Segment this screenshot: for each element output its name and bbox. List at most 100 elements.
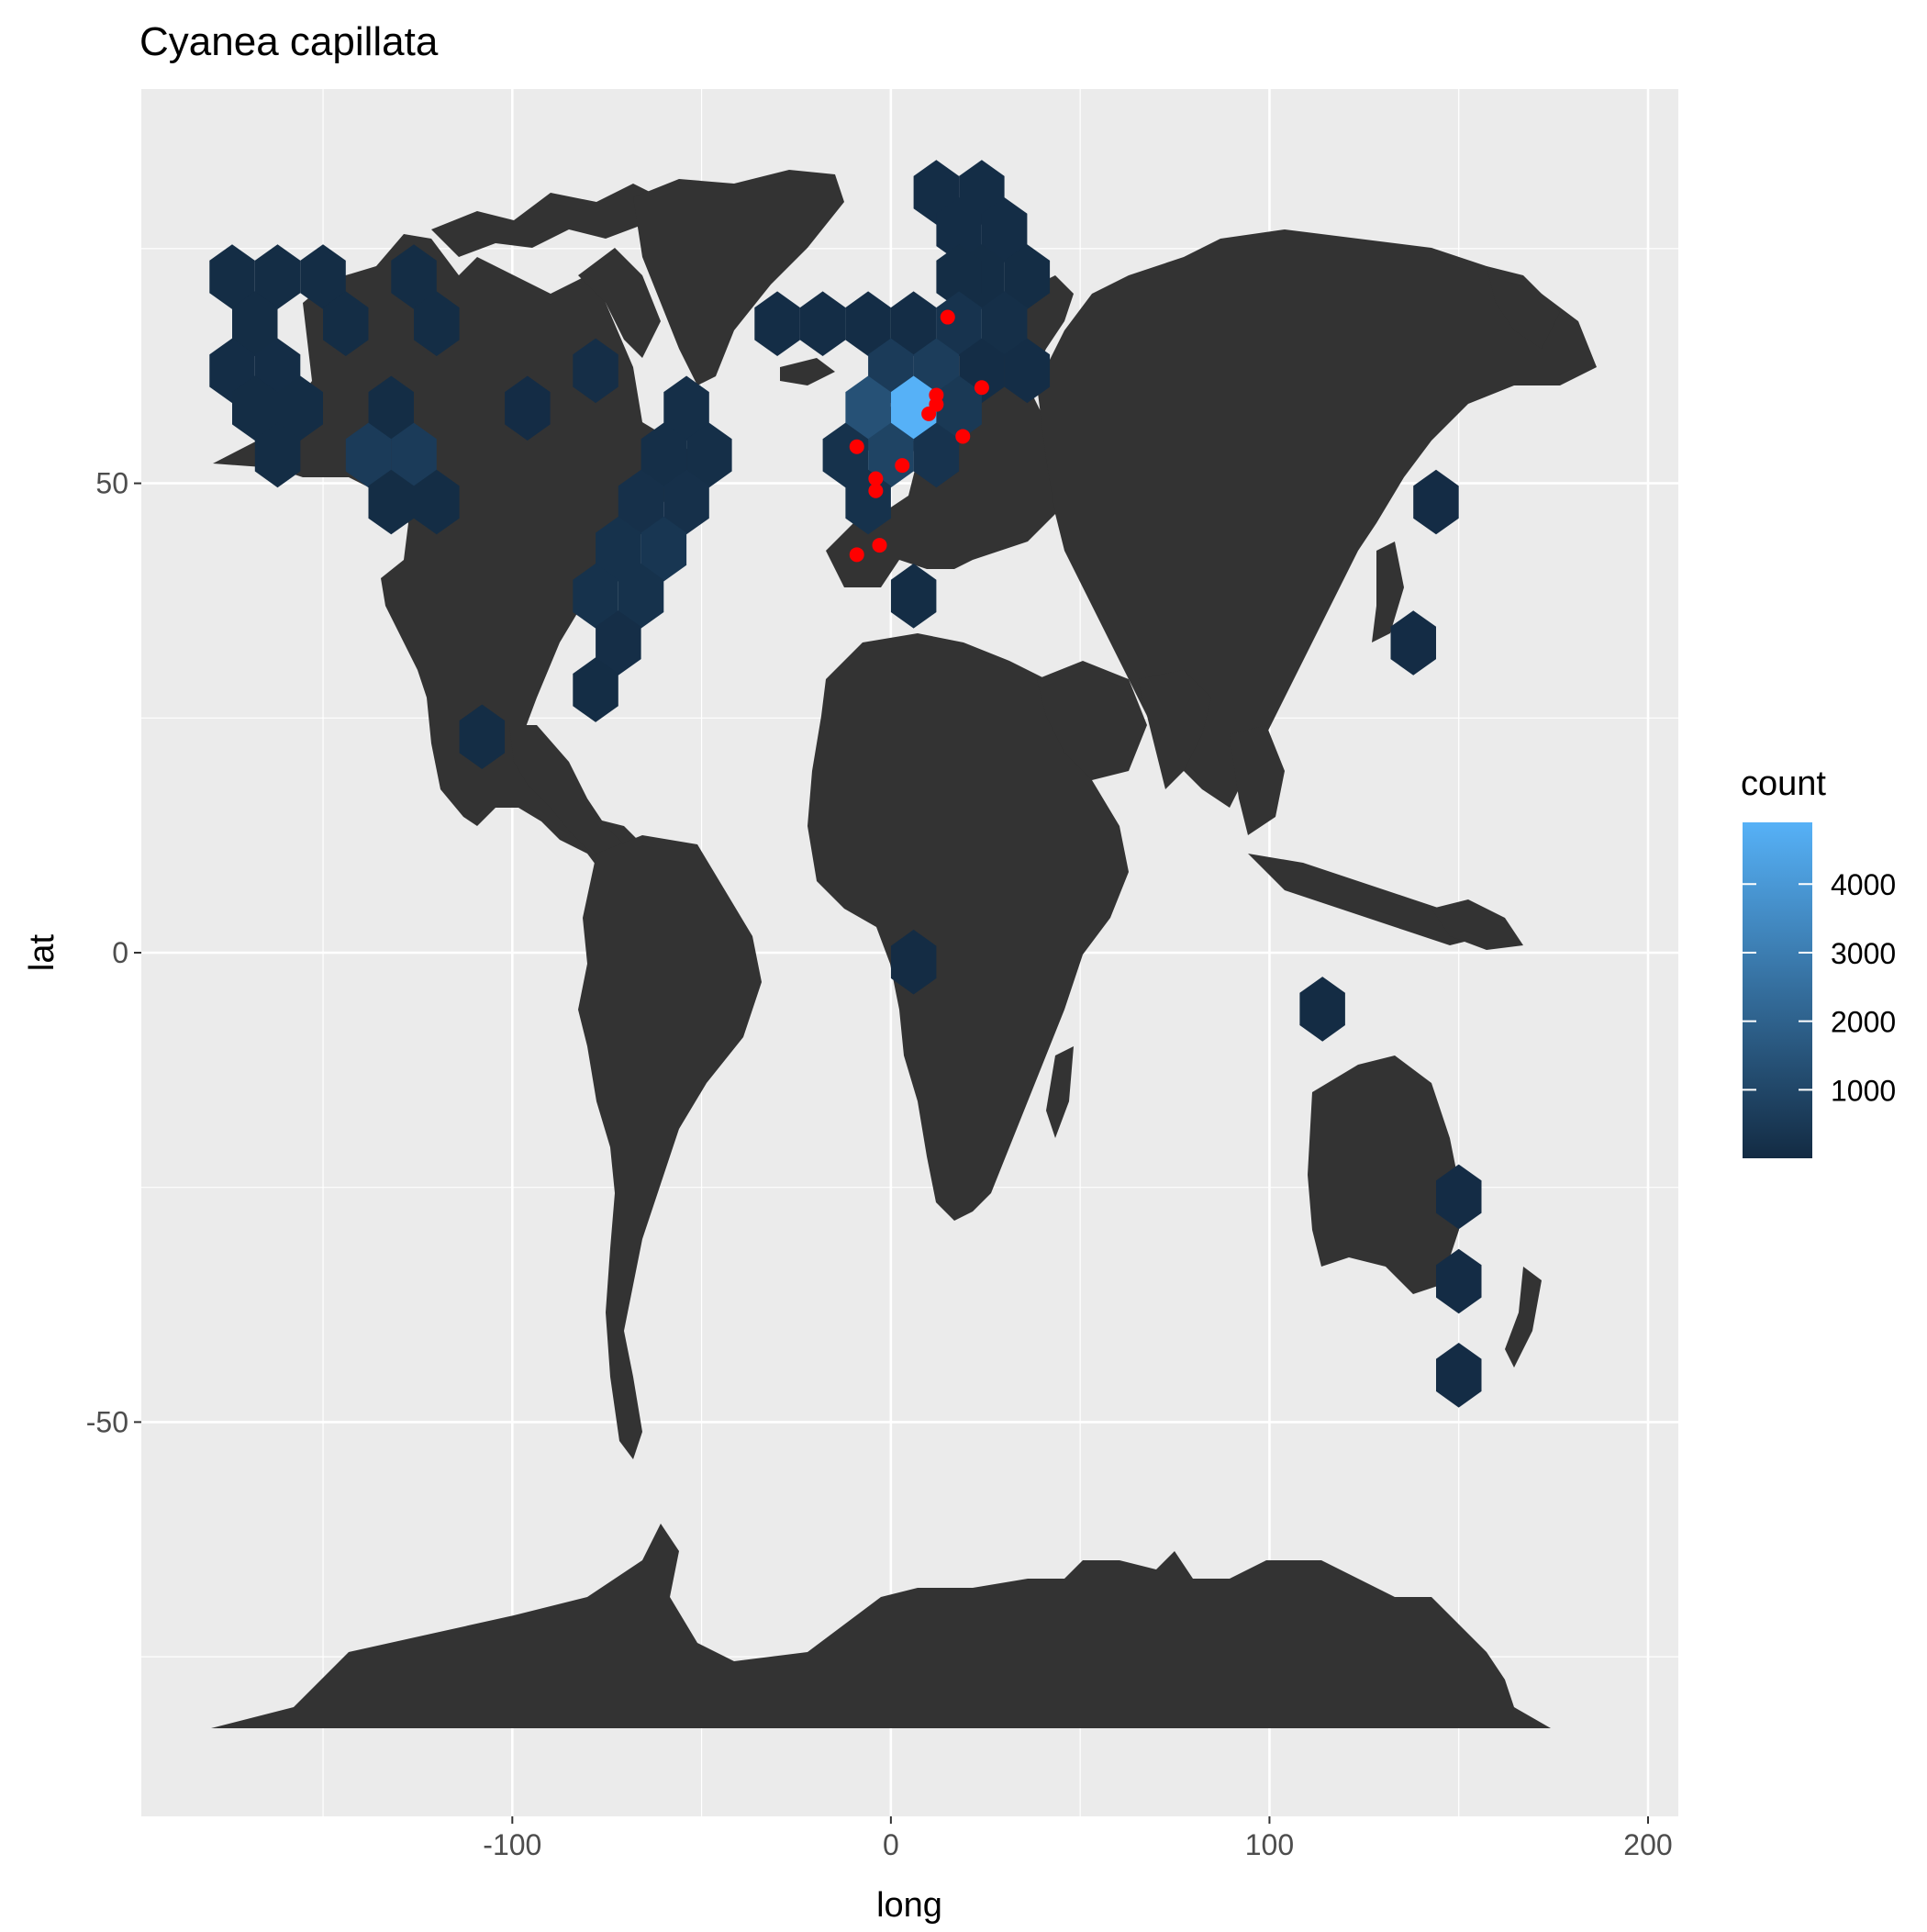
observation-point (849, 547, 864, 563)
hexbin-cell (254, 422, 301, 488)
hexbin-cell (663, 375, 709, 441)
legend-tick-label: 1000 (1831, 1074, 1896, 1107)
y-axis-title: lat (23, 933, 61, 971)
hexbin-cell (845, 291, 891, 356)
land-baffin (578, 248, 661, 358)
hexbin-cell (618, 564, 664, 629)
hexbin-cell (1299, 977, 1345, 1042)
hexbin-cell (640, 422, 687, 488)
land-arabia (1037, 661, 1147, 780)
hexbin-cell (505, 375, 551, 441)
land-australia (1308, 1055, 1459, 1294)
hexbin-cell (1004, 338, 1051, 404)
chart-title: Cyanea capillata (139, 19, 439, 64)
legend-ticks: 1000 2000 3000 4000 (1743, 868, 1896, 1107)
hexbin-cell (799, 291, 846, 356)
hexbin-cell (981, 197, 1028, 262)
observation-point (849, 439, 864, 454)
observation-point (921, 406, 937, 421)
hexbin-cell (936, 244, 982, 309)
hexbin-cell (391, 422, 437, 488)
hexbin-cell (1436, 1248, 1482, 1314)
land-central-america (509, 725, 633, 867)
hexbin-cell (323, 291, 369, 356)
x-tick-label: 0 (883, 1828, 899, 1861)
hexbin-cell (391, 244, 437, 309)
hexbin-cell (1390, 610, 1436, 676)
hexbin-cell (686, 422, 732, 488)
hexbin-layer (209, 160, 1482, 1408)
hexbin-cell (890, 564, 937, 629)
hexbin-cell (232, 375, 278, 441)
x-tick-label: -100 (483, 1828, 541, 1861)
hexbin-cell (573, 564, 618, 629)
hexbin-cell (640, 516, 687, 582)
land-indonesia (1248, 854, 1487, 945)
land-north-america (213, 234, 697, 872)
land-south-america (578, 835, 762, 1459)
legend-colorbar (1743, 822, 1812, 1158)
hexbin-cell (300, 244, 346, 309)
land-japan (1372, 542, 1404, 642)
x-axis-title: long (876, 1886, 942, 1925)
land-madagascar (1046, 1046, 1074, 1138)
land-new-zealand (1505, 1267, 1542, 1368)
hexbin-cell (1436, 1343, 1482, 1408)
hexbin-cell (1004, 244, 1051, 309)
hexbin-cell (232, 291, 278, 356)
hexbin-cell (890, 375, 937, 441)
land-southeast-asia (1230, 725, 1285, 835)
y-tick-label: 0 (112, 936, 128, 969)
hexbin-cell (368, 375, 414, 441)
hexbin-cell (277, 375, 323, 441)
x-tick-label: 200 (1623, 1828, 1672, 1861)
legend-tick-label: 3000 (1831, 937, 1896, 970)
hexbin-cell (596, 516, 641, 582)
observation-point (895, 458, 910, 474)
point-layer (849, 309, 989, 563)
hexbin-cell (1436, 1164, 1482, 1230)
observation-point (868, 471, 884, 486)
observation-point (955, 429, 971, 444)
land-new-guinea (1431, 899, 1523, 950)
hexbin-cell (936, 375, 982, 441)
legend: count 1000 2000 3000 4000 (1741, 765, 1896, 1158)
hexbin-cell (845, 375, 891, 441)
hexbin-cell (936, 197, 982, 262)
land-greenland (633, 170, 844, 385)
hexbin-cell (754, 291, 800, 356)
hexbin-cell (573, 338, 618, 404)
hexbin-cell (618, 469, 664, 535)
observation-point (872, 538, 887, 553)
hexbin-cell (459, 704, 506, 769)
observation-point (974, 380, 989, 396)
hexbin-cell (913, 422, 960, 488)
legend-title: count (1741, 765, 1826, 803)
land-arctic-islands (431, 184, 661, 257)
hexbin-cell (414, 469, 460, 535)
x-axis: -100 0 100 200 (483, 1816, 1673, 1861)
land-kamchatka (1487, 266, 1560, 349)
x-tick-label: 100 (1245, 1828, 1294, 1861)
hexbin-cell (254, 244, 301, 309)
y-tick-label: -50 (86, 1405, 128, 1438)
hexbin-cell (890, 929, 937, 995)
land-india (1138, 670, 1211, 789)
hexbin-cell (596, 610, 641, 676)
hexbin-cell (1413, 469, 1459, 535)
hexbin-cell (663, 469, 709, 535)
hexbin-cell (209, 244, 255, 309)
y-tick-label: 50 (95, 467, 128, 500)
observation-point (940, 309, 955, 325)
hexbin-cell (981, 291, 1028, 356)
land-iceland (780, 358, 835, 385)
hexbin-cell (573, 657, 618, 722)
hexbin-cell (822, 422, 869, 488)
legend-tick-label: 2000 (1831, 1006, 1896, 1039)
world-land (211, 170, 1597, 1728)
land-asia (1037, 229, 1597, 808)
hexbin-cell (345, 422, 392, 488)
hexbin-cell (936, 291, 982, 356)
